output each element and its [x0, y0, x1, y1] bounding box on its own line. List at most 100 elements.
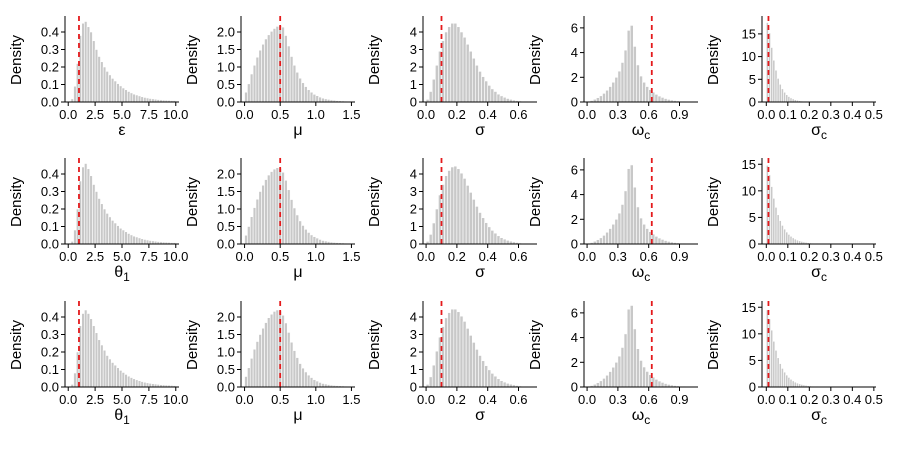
histogram-bar [453, 165, 458, 245]
x-axis-label-symbol: σ [475, 407, 485, 424]
histogram-bars [425, 308, 535, 388]
y-tick-label: 2 [571, 355, 578, 370]
histogram-bar [475, 349, 479, 388]
histogram-bar [97, 198, 101, 245]
y-tick-label: 0.3 [41, 327, 59, 342]
x-tick-label: 2.5 [86, 392, 104, 407]
y-tick-label: 0 [410, 237, 417, 252]
histogram-bar [121, 372, 125, 388]
x-axis-label-symbol: μ [293, 264, 302, 281]
histogram-bar [626, 30, 631, 103]
x-axis-label: θ1 [114, 264, 130, 284]
histogram-bar [272, 28, 277, 103]
histogram-bar [89, 318, 93, 388]
histogram-bar [145, 382, 150, 388]
y-tick-label: 2 [571, 212, 578, 227]
histogram-bar [84, 21, 88, 103]
histogram-bar [774, 69, 778, 103]
histogram-bar [611, 366, 616, 388]
histogram-bar [86, 26, 91, 103]
x-axis-label-symbol: θ [114, 407, 123, 424]
y-tick-label: 0.4 [41, 310, 59, 325]
x-tick-label: 2.5 [86, 107, 104, 122]
histogram-bar [645, 86, 649, 103]
histogram-bar [86, 313, 91, 388]
histogram-bar [778, 83, 782, 103]
histogram-bar [475, 206, 479, 245]
histogram-bar [435, 64, 439, 103]
y-tick-label: 0.0 [217, 380, 235, 395]
x-tick-label: 0.3 [609, 107, 627, 122]
y-tick-label: 15 [742, 26, 756, 41]
y-tick-label: 1.5 [217, 42, 235, 57]
x-tick-label: 10.0 [163, 107, 188, 122]
x-tick-label: 10.0 [163, 249, 188, 264]
x-axis-label-symbol: ω [632, 264, 645, 281]
y-tick-label: 0.5 [217, 219, 235, 234]
histogram-bars [244, 25, 354, 103]
histogram-bar [450, 308, 455, 388]
x-tick-label: 0.9 [670, 249, 688, 264]
y-axis-label: Density [366, 34, 383, 85]
histogram-bar [505, 383, 510, 388]
histogram-bar [312, 236, 317, 245]
histogram-bar [269, 313, 274, 388]
histogram-bar [315, 380, 319, 388]
histogram-bar [462, 36, 467, 103]
histogram-bar [502, 381, 507, 388]
histogram-bar [791, 380, 795, 388]
y-tick-label: 5 [749, 72, 756, 87]
histogram-bar [264, 38, 268, 103]
x-axis-label-subscript: c [821, 413, 827, 427]
histogram-bar [94, 191, 99, 245]
y-tick-label: 0 [749, 237, 756, 252]
histogram-bar [493, 375, 498, 388]
histogram-bar [295, 357, 300, 388]
x-tick-label: 0.0 [757, 249, 775, 264]
x-tick-label: 0.6 [640, 392, 658, 407]
histogram-bar [108, 74, 112, 103]
histogram-bar [657, 237, 662, 245]
histogram-bar [456, 311, 461, 388]
x-tick-label: 0.3 [822, 392, 840, 407]
histogram-bar [105, 213, 109, 245]
histogram-bar [247, 83, 251, 103]
x-tick-label: 0.0 [236, 107, 254, 122]
y-tick-label: 1.5 [217, 184, 235, 199]
histogram-bar [318, 96, 322, 103]
histogram-bar [776, 78, 780, 103]
histogram-bar [632, 328, 637, 388]
histogram-bar [132, 235, 136, 245]
histogram-bar [776, 214, 780, 245]
histogram-bar [73, 85, 77, 103]
histogram-bar [148, 240, 152, 245]
x-axis-label: σ [475, 122, 485, 139]
histogram-bar [654, 94, 659, 103]
histogram-bar [121, 229, 125, 245]
y-axis-label: Density [184, 34, 201, 85]
histogram-bar [505, 98, 510, 103]
histogram-bars [586, 164, 696, 245]
x-tick-label: 2.5 [86, 249, 104, 264]
y-tick-label: 3 [410, 327, 417, 342]
histogram-bar [81, 22, 85, 103]
histogram-bar [660, 239, 665, 245]
histogram-bar [252, 348, 257, 388]
histogram-bar [636, 206, 640, 245]
histogram-bar [92, 325, 96, 388]
y-tick-label: 2.0 [217, 167, 235, 182]
histogram-bar [284, 180, 288, 245]
histogram-bar [632, 186, 637, 245]
x-axis-label-subscript: c [644, 270, 650, 284]
x-tick-label: 1.0 [307, 392, 325, 407]
x-tick-label: 0.2 [448, 392, 466, 407]
histogram-bar [459, 31, 464, 103]
histogram-bar [781, 368, 784, 388]
histogram-bars [586, 305, 696, 388]
histogram-bar [772, 59, 776, 103]
histogram-bar [770, 329, 774, 388]
histogram-bar [505, 240, 510, 245]
